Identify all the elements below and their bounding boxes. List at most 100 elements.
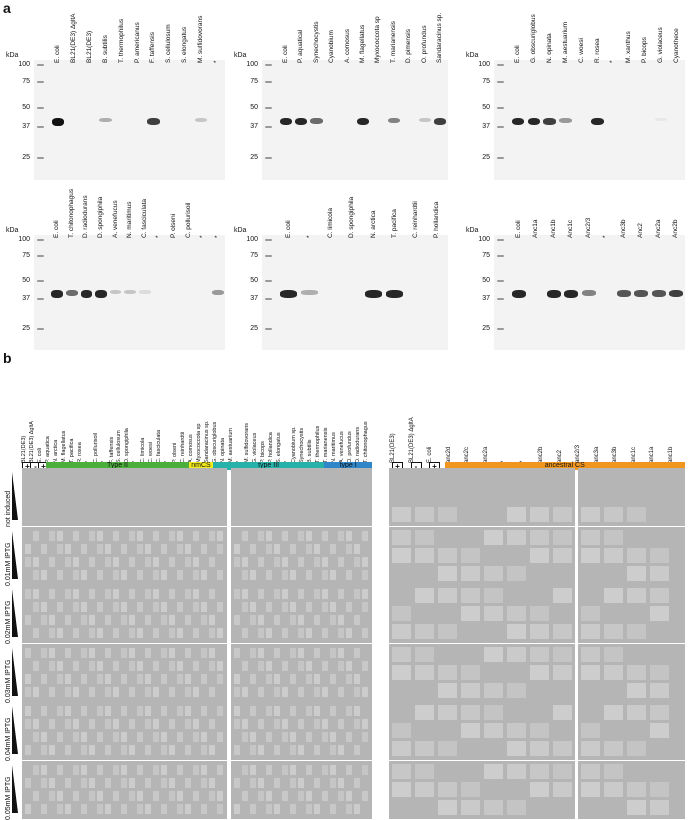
ladder-band [37, 157, 44, 160]
mw-marker-label: 75 [482, 251, 490, 259]
strain-label: N. opinata [219, 437, 226, 463]
colony-spot [49, 790, 55, 801]
colony-spot [362, 556, 368, 567]
colony-spot [145, 543, 151, 554]
colony-spot [217, 790, 223, 801]
protein-band [651, 290, 666, 297]
colony-spot [298, 686, 304, 697]
colony-spot [258, 660, 264, 671]
colony-spot [41, 745, 47, 755]
colony-spot [217, 602, 223, 612]
colony-spot [57, 790, 63, 801]
colony-spot [604, 646, 623, 662]
colony-spot [113, 530, 119, 541]
lane-label: G. obscuriglobus [529, 14, 537, 63]
colony-spot [121, 732, 127, 742]
protein-band [147, 117, 160, 125]
protein-band [310, 117, 323, 124]
colony-spot [41, 764, 47, 775]
colony-spot [129, 530, 135, 541]
colony-spot [530, 547, 549, 563]
colony-spot [185, 706, 191, 716]
colony-spot [113, 764, 119, 775]
colony-spot [346, 569, 352, 580]
colony-spot [201, 803, 207, 814]
colony-spot [507, 606, 526, 621]
colony-spot [461, 682, 480, 698]
mw-marker-label: 75 [482, 77, 490, 85]
colony-spot [177, 790, 183, 801]
protein-band [654, 117, 668, 121]
colony-spot [507, 682, 526, 698]
colony-spot [185, 803, 191, 814]
strain-label: B. subtilis [307, 439, 314, 463]
colony-spot [217, 764, 223, 775]
colony-spot [314, 803, 320, 814]
mw-marker-label: 100 [478, 60, 490, 68]
colony-spot [338, 777, 344, 788]
ladder-band [37, 298, 44, 301]
colony-spot [282, 660, 288, 671]
colony-spot [209, 647, 215, 658]
colony-spot [392, 763, 411, 779]
colony-spot [314, 745, 320, 755]
colony-spot [185, 719, 191, 729]
colony-spot [73, 686, 79, 697]
group-bar-nmcs: nmCS [189, 462, 213, 470]
colony-spot [266, 764, 272, 775]
lane-label: C. fasciculata [140, 198, 148, 238]
lane-label: M. xanthus [625, 31, 633, 63]
lane-label: T. thermophilus [117, 18, 125, 63]
colony-spot [161, 777, 167, 788]
lane-label: G. violaceus [657, 27, 665, 63]
blot-membrane [262, 60, 448, 180]
colony-spot [193, 602, 199, 612]
lane-label: M. aestuarium [561, 21, 569, 63]
mw-marker-label: 75 [250, 251, 258, 259]
colony-spot [145, 803, 151, 814]
colony-spot [392, 624, 411, 639]
strain-label: T. marianensis [323, 427, 330, 463]
colony-spot [553, 705, 572, 720]
lane-label: E. coli [513, 45, 521, 63]
colony-spot [650, 547, 669, 563]
colony-spot [73, 589, 79, 599]
strain-label: A. comosus [188, 434, 195, 463]
colony-spot [161, 647, 167, 658]
colony-spot [266, 543, 272, 554]
colony-spot [274, 777, 280, 788]
lane-label: C. pollurisoil [184, 202, 192, 238]
strain-label: anc2b [538, 446, 544, 463]
colony-spot [346, 628, 352, 638]
mw-marker-label: 25 [482, 154, 490, 162]
blot-membrane [34, 60, 225, 180]
colony-spot [461, 705, 480, 720]
colony-spot [185, 745, 191, 755]
colony-spot [484, 529, 503, 545]
mw-marker-label: 100 [246, 235, 258, 243]
mw-marker-label: 100 [18, 60, 30, 68]
colony-spot [65, 543, 71, 554]
colony-spot [581, 529, 600, 545]
colony-spot [338, 686, 344, 697]
colony-spot [234, 673, 240, 684]
colony-spot [553, 646, 572, 662]
dilution-wedge [12, 530, 18, 579]
lane-label: * [213, 235, 221, 238]
colony-spot [338, 530, 344, 541]
colony-spot [581, 624, 600, 639]
colony-spot [65, 673, 71, 684]
colony-spot [392, 646, 411, 662]
colony-spot [185, 589, 191, 599]
colony-spot [65, 686, 71, 697]
colony-spot [274, 686, 280, 697]
colony-spot [57, 732, 63, 742]
colony-spot [169, 686, 175, 697]
colony-spot [137, 602, 143, 612]
colony-spot [89, 745, 95, 755]
colony-spot [209, 686, 215, 697]
mw-marker-label: 50 [250, 277, 258, 284]
colony-spot [57, 530, 63, 541]
colony-spot [113, 628, 119, 638]
colony-spot [306, 543, 312, 554]
